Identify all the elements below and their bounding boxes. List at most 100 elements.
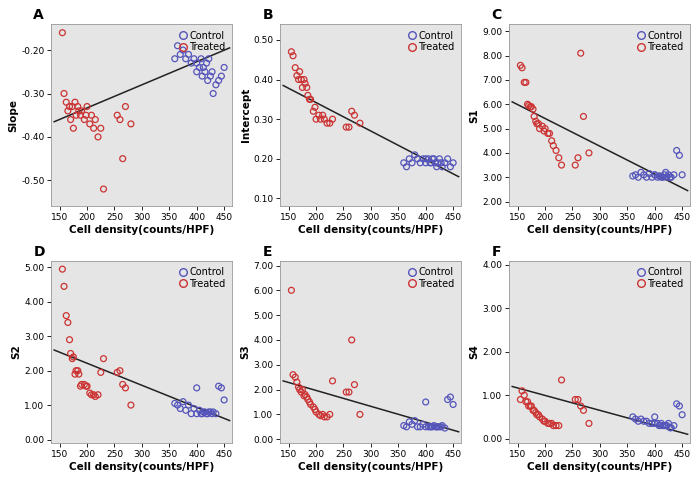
Point bbox=[298, 76, 309, 84]
Point bbox=[412, 423, 423, 431]
Point bbox=[519, 79, 530, 86]
Point bbox=[88, 124, 99, 132]
Point bbox=[424, 159, 435, 167]
Point bbox=[186, 59, 197, 67]
Point bbox=[636, 415, 647, 423]
Point bbox=[420, 159, 431, 167]
Point bbox=[523, 402, 534, 410]
Point bbox=[291, 72, 302, 79]
Point bbox=[522, 398, 533, 406]
Point bbox=[76, 107, 88, 115]
Point bbox=[544, 130, 555, 137]
Point bbox=[305, 401, 316, 408]
Point bbox=[354, 120, 365, 127]
Point bbox=[61, 98, 72, 106]
Point bbox=[649, 171, 660, 179]
Point bbox=[641, 173, 652, 181]
Point bbox=[398, 159, 409, 167]
Point bbox=[437, 163, 448, 170]
Point bbox=[530, 408, 541, 416]
Point bbox=[437, 422, 448, 430]
Point bbox=[573, 154, 584, 162]
X-axis label: Cell density(counts/HPF): Cell density(counts/HPF) bbox=[527, 225, 673, 235]
Point bbox=[570, 396, 581, 403]
Point bbox=[407, 420, 418, 428]
Point bbox=[430, 159, 441, 167]
Point bbox=[302, 396, 314, 403]
Point bbox=[660, 168, 671, 176]
Point bbox=[197, 72, 208, 80]
Point bbox=[398, 422, 409, 430]
Point bbox=[573, 396, 584, 403]
Point bbox=[301, 393, 312, 401]
Point bbox=[546, 137, 557, 144]
Point bbox=[431, 423, 442, 431]
Point bbox=[293, 76, 304, 84]
Point bbox=[656, 420, 667, 427]
Point bbox=[542, 130, 554, 137]
Point bbox=[297, 386, 308, 394]
Point bbox=[538, 127, 550, 135]
Point bbox=[327, 115, 338, 123]
Point bbox=[294, 386, 305, 394]
Point bbox=[630, 415, 641, 423]
Point bbox=[404, 155, 415, 163]
Point bbox=[646, 420, 657, 427]
Text: A: A bbox=[34, 8, 44, 22]
Point bbox=[676, 171, 687, 179]
Point bbox=[663, 420, 674, 427]
Y-axis label: S3: S3 bbox=[241, 344, 251, 359]
Point bbox=[525, 402, 536, 410]
Point bbox=[172, 401, 183, 409]
Point bbox=[317, 111, 328, 119]
Point bbox=[570, 161, 581, 169]
Point bbox=[120, 384, 131, 392]
Point bbox=[114, 116, 125, 123]
Point bbox=[526, 402, 537, 410]
Point bbox=[169, 55, 181, 62]
Point bbox=[533, 120, 544, 128]
Point bbox=[346, 108, 357, 115]
Point bbox=[666, 173, 677, 181]
Point bbox=[638, 171, 650, 179]
Point bbox=[308, 403, 319, 411]
Point bbox=[546, 420, 557, 427]
Point bbox=[430, 423, 441, 431]
Point bbox=[431, 163, 442, 170]
Point bbox=[583, 420, 594, 427]
Point bbox=[213, 77, 224, 84]
X-axis label: Cell density(counts/HPF): Cell density(counts/HPF) bbox=[69, 225, 214, 235]
Point bbox=[216, 384, 227, 392]
Point bbox=[313, 111, 324, 119]
Point bbox=[286, 287, 297, 294]
Point bbox=[556, 376, 567, 384]
Point bbox=[195, 55, 206, 62]
Point bbox=[349, 381, 360, 388]
Point bbox=[659, 422, 670, 430]
Y-axis label: Slope: Slope bbox=[8, 99, 18, 132]
X-axis label: Cell density(counts/HPF): Cell density(counts/HPF) bbox=[69, 462, 214, 472]
Point bbox=[206, 410, 218, 418]
Point bbox=[78, 116, 90, 123]
Point bbox=[550, 146, 561, 154]
Point bbox=[205, 72, 216, 80]
Point bbox=[517, 64, 528, 72]
Point bbox=[195, 410, 206, 418]
Point bbox=[202, 410, 214, 418]
Point bbox=[290, 64, 301, 72]
Point bbox=[98, 355, 109, 362]
Point bbox=[203, 408, 214, 416]
Point bbox=[111, 369, 122, 376]
Point bbox=[538, 418, 550, 425]
Point bbox=[84, 120, 95, 128]
Point bbox=[654, 422, 665, 430]
Point bbox=[311, 115, 322, 123]
Point bbox=[627, 413, 638, 421]
Point bbox=[95, 369, 106, 376]
Point bbox=[344, 388, 355, 396]
Point bbox=[417, 155, 428, 163]
Point bbox=[522, 100, 533, 108]
Point bbox=[434, 423, 445, 431]
Point bbox=[641, 418, 652, 425]
Point bbox=[401, 163, 412, 170]
